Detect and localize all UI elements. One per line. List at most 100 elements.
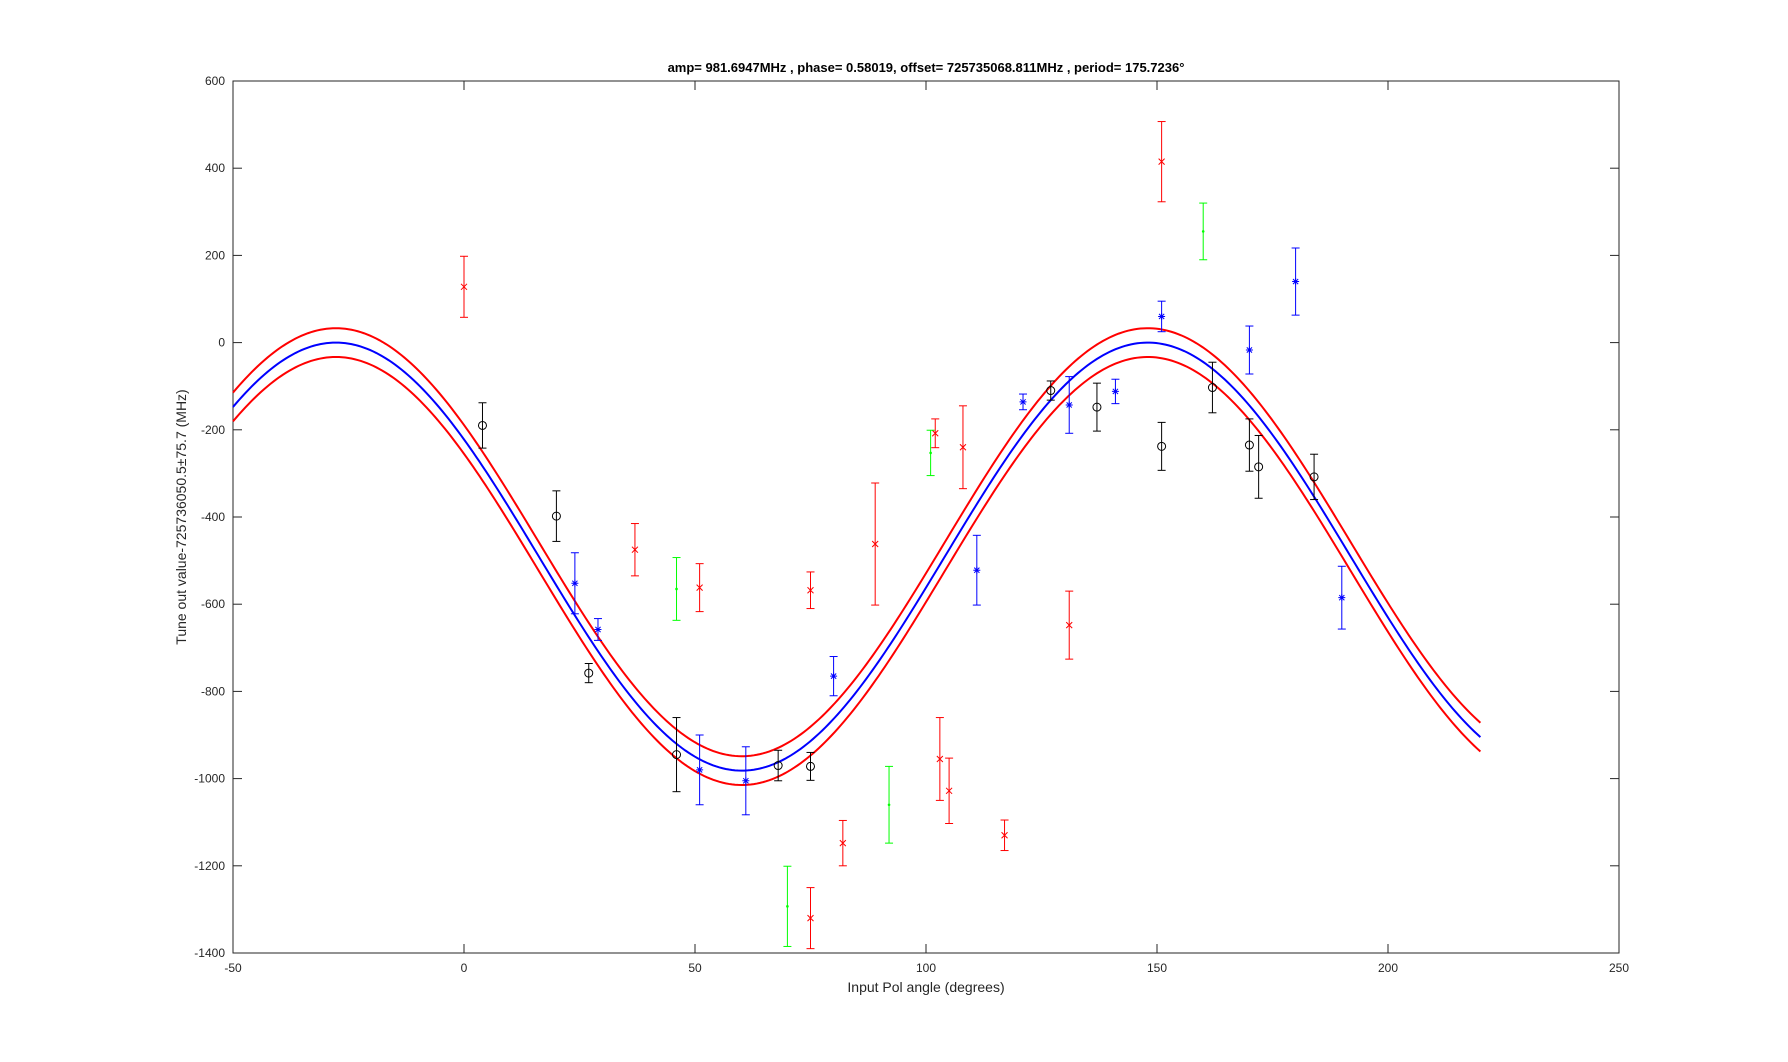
circle-marker xyxy=(773,761,783,771)
data-point xyxy=(695,734,704,806)
y-tick-label: 400 xyxy=(205,161,225,175)
y-tick-label: -800 xyxy=(201,684,225,698)
x-tick-label: 100 xyxy=(916,961,936,975)
data-point xyxy=(630,523,639,577)
data-point xyxy=(1065,376,1074,434)
star-marker xyxy=(594,625,602,633)
fit-upper-band xyxy=(232,327,1482,758)
y-tick-label: -1000 xyxy=(194,772,225,786)
data-points xyxy=(460,121,1346,950)
y-tick-label: 0 xyxy=(218,336,225,350)
data-point xyxy=(584,662,594,684)
x-marker xyxy=(1001,831,1008,839)
star-marker xyxy=(742,777,750,785)
data-point xyxy=(1244,418,1254,472)
data-point xyxy=(838,819,847,867)
circle-marker xyxy=(477,420,487,430)
data-point xyxy=(695,563,704,613)
data-point xyxy=(1291,247,1300,316)
y-tick-label: 600 xyxy=(205,74,225,88)
data-point xyxy=(773,749,783,782)
data-point xyxy=(551,490,561,542)
y-tick-label: -400 xyxy=(201,510,225,524)
circle-marker xyxy=(584,668,594,678)
data-point xyxy=(741,746,750,816)
y-tick-label: -1400 xyxy=(194,946,225,960)
star-marker xyxy=(1245,346,1253,354)
dot-marker xyxy=(675,587,678,591)
x-marker xyxy=(1158,158,1165,166)
circle-marker xyxy=(1244,440,1254,450)
circle-marker xyxy=(1157,441,1167,451)
star-marker xyxy=(1338,594,1346,602)
circle-marker xyxy=(672,750,682,760)
data-point xyxy=(1157,300,1166,333)
data-point xyxy=(1092,382,1102,432)
x-marker xyxy=(959,443,967,451)
x-marker xyxy=(931,429,939,437)
data-point xyxy=(1157,121,1166,203)
star-marker xyxy=(696,766,704,774)
x-marker xyxy=(945,787,953,795)
data-point xyxy=(1337,565,1346,630)
data-point xyxy=(958,405,967,490)
data-point xyxy=(1254,434,1264,499)
data-point xyxy=(672,717,682,793)
y-axis-ticks: -1400 -1200 -1000 -800 -600 -400 -200 0 200 400 60… xyxy=(194,74,1619,960)
data-point xyxy=(871,482,880,606)
star-marker xyxy=(1158,312,1166,320)
data-point xyxy=(1065,590,1074,660)
data-point xyxy=(672,557,681,621)
x-tick-label: 0 xyxy=(461,961,468,975)
circle-marker xyxy=(1254,462,1264,472)
data-point xyxy=(829,656,838,697)
x-tick-label: 50 xyxy=(688,961,702,975)
data-point xyxy=(593,618,602,641)
data-point xyxy=(1157,421,1167,471)
dot-marker xyxy=(1201,230,1205,233)
circle-marker xyxy=(1092,402,1102,412)
x-axis-ticks: -50 0 50 100 150 200 250 xyxy=(224,81,1629,975)
data-point xyxy=(972,534,981,606)
data-point xyxy=(1207,361,1217,414)
circle-marker xyxy=(1046,386,1056,396)
data-point xyxy=(806,571,815,610)
y-tick-label: -200 xyxy=(201,423,225,437)
x-tick-label: -50 xyxy=(224,961,242,975)
x-marker xyxy=(807,586,814,594)
dot-marker xyxy=(929,451,932,455)
data-point xyxy=(926,429,935,477)
fit-lower-band xyxy=(232,355,1482,787)
circle-marker xyxy=(551,511,561,521)
y-axis-label: Tune out value-725736050.5±75.7 (MHz) xyxy=(173,389,189,644)
x-marker xyxy=(1065,621,1073,629)
data-point xyxy=(806,751,815,781)
star-marker xyxy=(1111,387,1119,395)
x-marker xyxy=(807,914,814,922)
plot-area xyxy=(232,80,1620,954)
x-tick-label: 150 xyxy=(1147,961,1167,975)
circle-marker xyxy=(1309,472,1319,482)
data-point xyxy=(1245,325,1254,375)
y-tick-label: 200 xyxy=(205,248,225,262)
x-marker xyxy=(936,755,944,763)
fit-curve xyxy=(232,341,1482,772)
data-point xyxy=(931,418,940,449)
x-marker xyxy=(696,584,703,591)
data-point xyxy=(1309,453,1319,501)
x-tick-label: 250 xyxy=(1609,961,1629,975)
star-marker xyxy=(973,566,981,574)
star-marker xyxy=(1065,401,1073,409)
dot-marker xyxy=(786,905,789,908)
fit-curves xyxy=(232,327,1482,787)
data-point xyxy=(783,865,792,947)
data-point xyxy=(885,765,894,844)
x-tick-label: 200 xyxy=(1378,961,1398,975)
circle-marker xyxy=(806,761,815,771)
dot-marker xyxy=(887,803,891,807)
x-marker xyxy=(871,540,879,548)
data-point xyxy=(935,717,944,801)
chart-title: amp= 981.6947MHz , phase= 0.58019, offse… xyxy=(668,60,1185,75)
